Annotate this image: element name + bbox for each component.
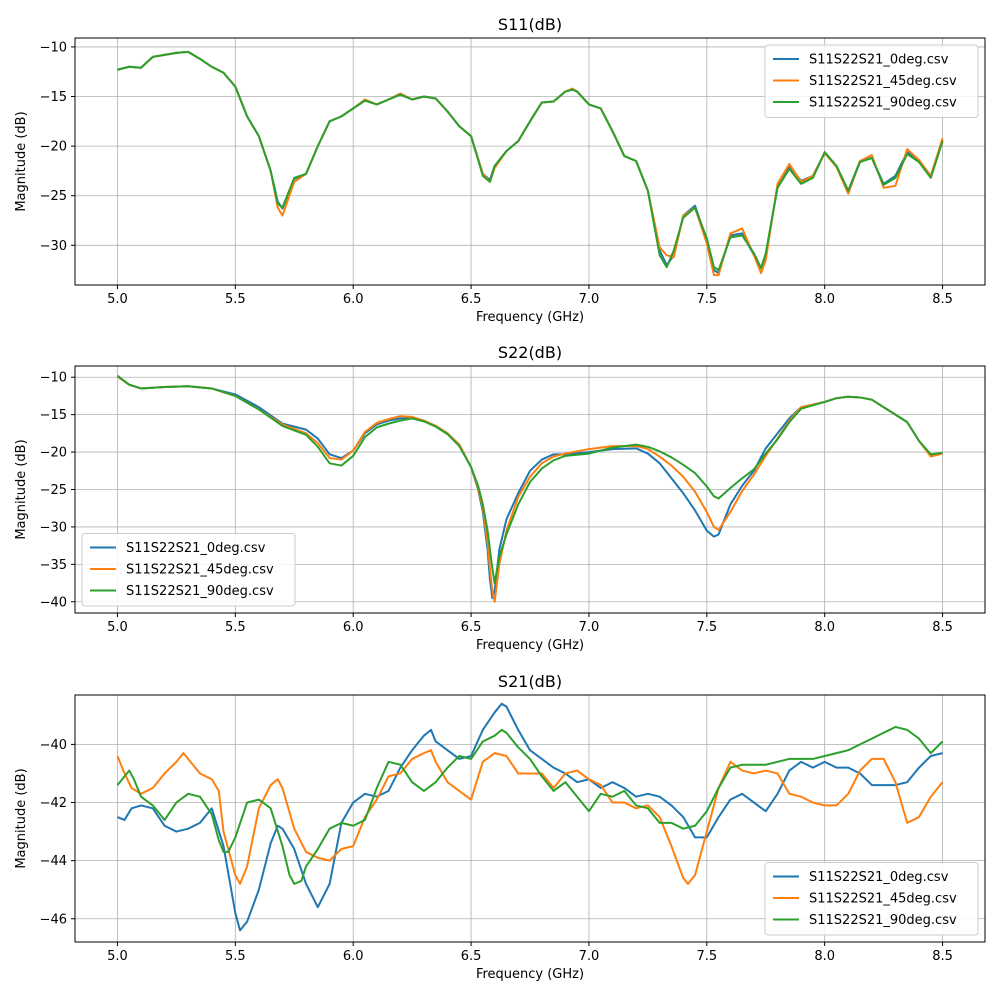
x-tick-label: 7.0 — [579, 620, 600, 635]
chart-title: S21(dB) — [498, 672, 562, 691]
legend-label-2: S11S22S21_90deg.csv — [809, 96, 957, 111]
x-tick-label: 5.5 — [225, 620, 246, 635]
legend-label-1: S11S22S21_45deg.csv — [126, 563, 274, 578]
chart-1: 5.0 5.5 6.0 6.5 7.0 7.5 8.0 8.5 −40 −35 −30 −25 −20 −… — [14, 343, 986, 653]
x-tick-label: 7.5 — [696, 620, 717, 635]
legend-box — [81, 533, 296, 607]
x-tick-label: 8.5 — [932, 292, 953, 307]
series-line-0 — [117, 702, 943, 932]
x-tick-label: 8.0 — [814, 949, 835, 964]
y-tick-label: −15 — [40, 408, 67, 423]
x-tick-label: 5.5 — [225, 292, 246, 307]
x-tick-label: 6.0 — [343, 292, 364, 307]
x-axis-label: Frequency (GHz) — [476, 967, 584, 982]
y-tick-label: −30 — [40, 239, 67, 254]
y-tick-label: −25 — [40, 189, 67, 204]
x-tick-label: 7.0 — [579, 292, 600, 307]
x-tick-label: 6.0 — [343, 949, 364, 964]
legend-label-0: S11S22S21_0deg.csv — [809, 53, 949, 68]
legend-label-0: S11S22S21_0deg.csv — [809, 870, 949, 885]
series-line-2 — [116, 725, 944, 885]
x-tick-label: 5.0 — [107, 620, 128, 635]
x-tick-label: 5.0 — [107, 949, 128, 964]
legend-box — [764, 862, 979, 936]
y-tick-label: −35 — [40, 558, 67, 573]
chart-title: S11(dB) — [498, 15, 562, 34]
y-axis-label: Magnitude (dB) — [14, 439, 29, 539]
axes-frame — [74, 694, 986, 943]
y-tick-label: −25 — [40, 483, 67, 498]
legend-label-2: S11S22S21_90deg.csv — [126, 584, 274, 599]
legend-label-1: S11S22S21_45deg.csv — [809, 892, 957, 907]
x-tick-label: 6.0 — [343, 620, 364, 635]
x-tick-label: 5.0 — [107, 292, 128, 307]
y-tick-label: −20 — [40, 446, 67, 461]
x-tick-label: 7.5 — [696, 292, 717, 307]
x-tick-label: 7.5 — [696, 949, 717, 964]
legend: S11S22S21_0deg.csv S11S22S21_45deg.csv S11… — [764, 862, 979, 936]
x-tick-label: 8.0 — [814, 620, 835, 635]
legend-label-1: S11S22S21_45deg.csv — [809, 74, 957, 89]
axes-frame — [74, 37, 986, 286]
series-line-2 — [117, 50, 944, 272]
y-axis-label: Magnitude (dB) — [14, 111, 29, 211]
y-tick-label: −40 — [40, 738, 67, 753]
y-tick-label: −46 — [40, 912, 67, 927]
x-tick-label: 6.5 — [461, 620, 482, 635]
charts-root: 5.0 5.5 6.0 6.5 7.0 7.5 8.0 8.5 −30 −25 −20 −15 −10 S… — [14, 15, 986, 982]
y-tick-label: −15 — [40, 90, 67, 105]
legend-box — [764, 44, 979, 118]
y-tick-label: −10 — [40, 371, 67, 386]
x-tick-label: 5.5 — [225, 949, 246, 964]
legend-label-2: S11S22S21_90deg.csv — [809, 913, 957, 928]
x-tick-label: 8.5 — [932, 949, 953, 964]
x-tick-label: 7.0 — [579, 949, 600, 964]
chart-title: S22(dB) — [498, 343, 562, 362]
y-tick-label: −44 — [40, 854, 67, 869]
x-axis-label: Frequency (GHz) — [476, 310, 584, 325]
y-tick-label: −42 — [40, 796, 67, 811]
series-line-1 — [116, 375, 943, 603]
series-line-2 — [116, 374, 943, 585]
y-tick-label: −20 — [40, 140, 67, 155]
legend: S11S22S21_0deg.csv S11S22S21_45deg.csv S11… — [81, 533, 296, 607]
series-line-1 — [116, 749, 944, 885]
y-axis-label: Magnitude (dB) — [14, 768, 29, 868]
x-tick-label: 8.5 — [932, 620, 953, 635]
legend-label-0: S11S22S21_0deg.csv — [126, 541, 266, 556]
legend: S11S22S21_0deg.csv S11S22S21_45deg.csv S11… — [764, 44, 979, 118]
chart-0: 5.0 5.5 6.0 6.5 7.0 7.5 8.0 8.5 −30 −25 −20 −15 −10 S… — [14, 15, 986, 325]
x-tick-label: 8.0 — [814, 292, 835, 307]
y-tick-label: −30 — [40, 520, 67, 535]
chart-2: 5.0 5.5 6.0 6.5 7.0 7.5 8.0 8.5 −46 −44 −42 −40 S21(… — [14, 672, 986, 982]
x-tick-label: 6.5 — [461, 292, 482, 307]
y-tick-label: −10 — [40, 40, 67, 55]
x-tick-label: 6.5 — [461, 949, 482, 964]
y-tick-label: −40 — [40, 595, 67, 610]
x-axis-label: Frequency (GHz) — [476, 638, 584, 653]
